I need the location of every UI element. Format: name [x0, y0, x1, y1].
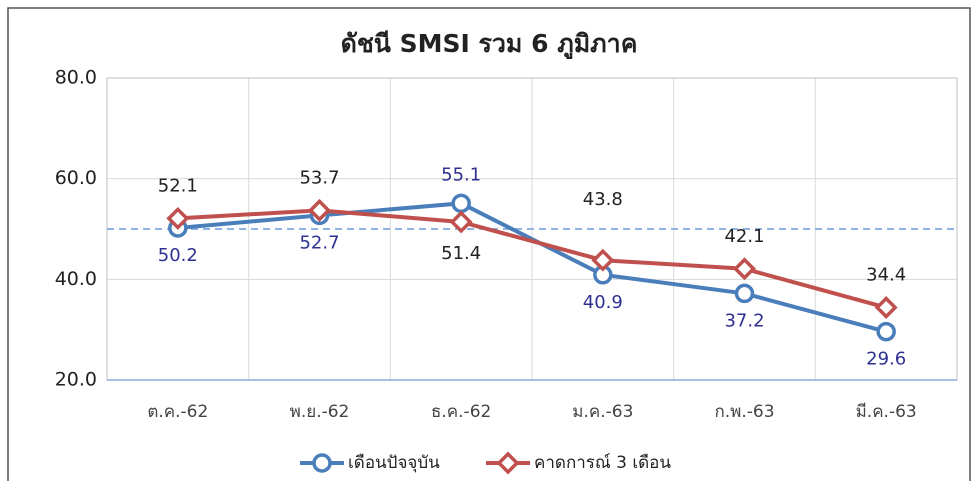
data-label: 50.2 — [158, 245, 198, 266]
data-label: 43.8 — [583, 189, 623, 210]
point — [449, 210, 473, 234]
chart-title: ดัชนี SMSI รวม 6 ภูมิภาค — [341, 29, 638, 60]
point — [733, 257, 756, 281]
point — [876, 321, 896, 342]
data-label: 42.1 — [724, 226, 764, 247]
legend-marker — [312, 453, 332, 473]
point — [166, 206, 190, 230]
data-label: 40.9 — [583, 292, 623, 313]
data-label: 51.4 — [441, 243, 481, 264]
data-label: 34.4 — [866, 265, 906, 286]
y-tick-label: 40.0 — [55, 268, 97, 290]
point — [451, 193, 471, 214]
data-label: 53.7 — [299, 167, 339, 188]
data-label: 37.2 — [724, 310, 764, 331]
point — [874, 296, 898, 319]
chart-border — [7, 7, 971, 481]
y-tick-label: 20.0 — [55, 369, 97, 391]
point — [308, 198, 331, 222]
series-line — [177, 208, 887, 310]
data-label: 52.7 — [299, 232, 339, 253]
x-tick-label: ม.ค.-63 — [572, 402, 633, 422]
x-tick-label: ต.ค.-62 — [147, 402, 208, 422]
x-tick-label: พ.ย.-62 — [290, 402, 350, 422]
data-label: 55.1 — [441, 164, 481, 185]
data-label: 29.6 — [866, 349, 906, 370]
x-tick-label: ธ.ค.-62 — [431, 402, 491, 422]
data-label: 52.1 — [158, 175, 198, 196]
legend-label: เดือนปัจจุบัน — [348, 453, 440, 473]
point — [734, 283, 755, 304]
x-tick-label: มี.ค.-63 — [856, 402, 917, 422]
y-tick-label: 60.0 — [55, 167, 97, 189]
x-tick-label: ก.พ.-63 — [714, 402, 774, 422]
legend-marker — [496, 451, 520, 475]
legend-label: คาดการณ์ 3 เดือน — [534, 453, 671, 473]
y-tick-label: 80.0 — [55, 67, 97, 89]
point — [591, 248, 615, 272]
